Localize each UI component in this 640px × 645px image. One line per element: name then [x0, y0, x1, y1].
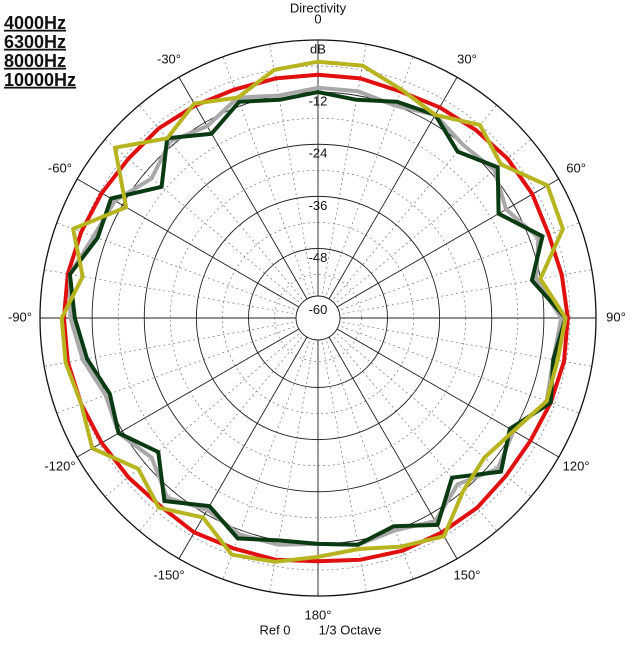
- minor-spoke: [317, 269, 592, 319]
- angle-label: 90°: [606, 309, 626, 324]
- ring: [143, 143, 493, 493]
- minor-spoke: [317, 317, 580, 414]
- minor-spoke: [56, 222, 319, 319]
- angle-label: 60°: [566, 160, 586, 175]
- r-tick-label: -60: [309, 302, 328, 317]
- minor-spoke: [317, 104, 497, 319]
- spoke: [77, 178, 319, 319]
- angle-label: 180°: [305, 607, 332, 622]
- angle-label: -60°: [48, 160, 72, 175]
- minor-spoke: [44, 269, 319, 319]
- center-hole: [295, 295, 341, 341]
- angle-label: 30°: [457, 51, 477, 66]
- footer-text: 1/3 Octave: [319, 622, 382, 637]
- spoke: [317, 77, 458, 319]
- minor-spoke: [317, 222, 580, 319]
- minor-spoke: [104, 317, 319, 497]
- minor-spoke: [44, 317, 319, 367]
- spoke: [178, 317, 319, 559]
- legend-entry: 8000Hz: [4, 51, 66, 71]
- minor-spoke: [56, 317, 319, 414]
- chart-title: Directivity: [290, 0, 347, 15]
- angle-label: -30°: [157, 51, 181, 66]
- spoke: [317, 317, 458, 559]
- minor-spoke: [269, 44, 319, 319]
- minor-spoke: [317, 317, 592, 367]
- outer-ring: [39, 39, 597, 597]
- angle-label: -90°: [8, 309, 32, 324]
- r-tick-label: -48: [309, 250, 328, 265]
- r-tick-label: -36: [309, 198, 328, 213]
- legend-entry: 6300Hz: [4, 32, 66, 52]
- angle-label: 150°: [454, 568, 481, 583]
- series-line: [61, 72, 570, 564]
- ring: [195, 195, 441, 441]
- legend-entry: 4000Hz: [4, 13, 66, 33]
- spoke: [77, 317, 319, 458]
- r-tick-label: -12: [309, 94, 328, 109]
- minor-spoke: [317, 317, 414, 580]
- minor-spoke: [139, 317, 319, 532]
- ring: [248, 248, 388, 388]
- minor-spoke: [104, 139, 319, 319]
- spoke: [178, 77, 319, 319]
- footer-text: Ref 0: [259, 622, 290, 637]
- legend-entry: 10000Hz: [4, 70, 76, 90]
- spoke: [317, 317, 559, 458]
- series-line: [59, 59, 568, 564]
- series-line: [67, 90, 568, 547]
- minor-spoke: [317, 317, 532, 497]
- angle-label: -120°: [44, 458, 75, 473]
- spoke: [317, 178, 559, 319]
- angle-label: 120°: [563, 458, 590, 473]
- r-tick-label: -24: [309, 146, 328, 161]
- r-unit: dB: [310, 41, 326, 56]
- angle-label: 0: [314, 11, 321, 26]
- minor-spoke: [317, 317, 497, 532]
- angle-label: -150°: [153, 568, 184, 583]
